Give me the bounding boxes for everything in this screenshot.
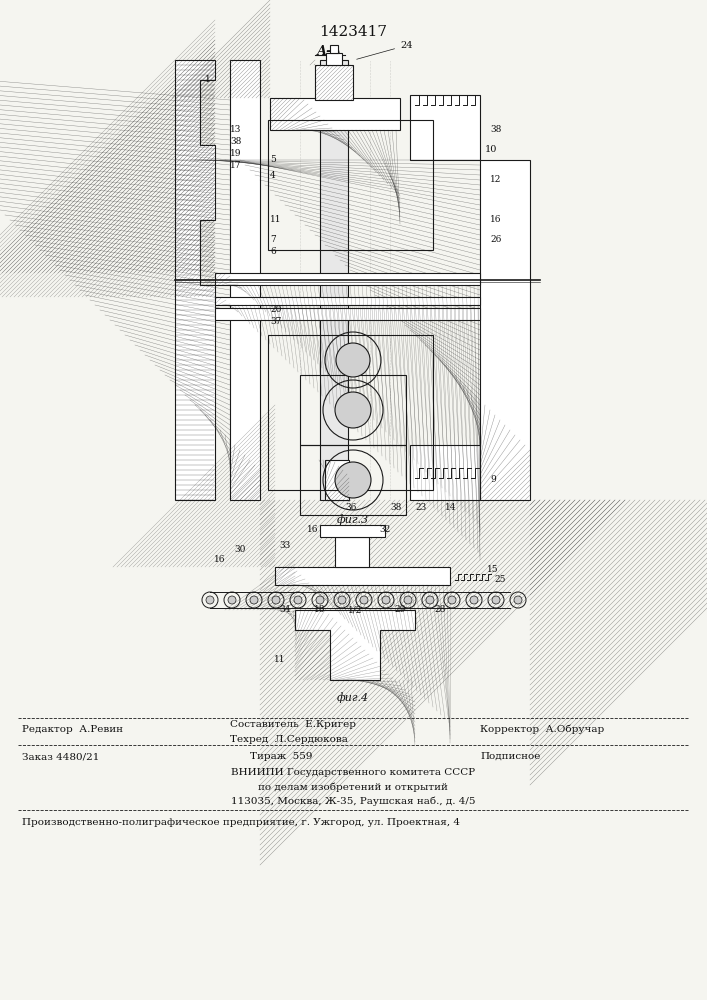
Circle shape: [294, 596, 302, 604]
Text: 11: 11: [270, 216, 281, 225]
Text: фиг.3: фиг.3: [337, 514, 369, 525]
Text: 15: 15: [487, 566, 499, 574]
Circle shape: [250, 596, 258, 604]
Text: 12: 12: [490, 176, 501, 184]
Text: Корректор  А.Обручар: Корректор А.Обручар: [480, 725, 604, 734]
Text: 38: 38: [490, 125, 501, 134]
Text: Составитель  Е.Кригер: Составитель Е.Кригер: [230, 720, 356, 729]
Circle shape: [360, 596, 368, 604]
Bar: [326, 53, 342, 65]
Text: 13: 13: [230, 125, 241, 134]
Circle shape: [426, 596, 434, 604]
Text: 4: 4: [270, 170, 276, 180]
Bar: [268, 335, 433, 490]
Bar: [270, 98, 400, 130]
Text: 28: 28: [434, 605, 445, 614]
Text: 33: 33: [279, 540, 291, 550]
Circle shape: [228, 596, 236, 604]
Text: 7: 7: [270, 235, 276, 244]
Text: фиг.4: фиг.4: [337, 692, 369, 703]
Polygon shape: [295, 610, 415, 680]
Text: 34: 34: [279, 605, 291, 614]
Text: 30: 30: [234, 546, 246, 554]
Text: 20: 20: [270, 306, 281, 314]
Bar: [275, 567, 450, 585]
Text: 9: 9: [490, 476, 496, 485]
Text: 36: 36: [345, 504, 356, 512]
Polygon shape: [230, 60, 260, 500]
Bar: [320, 60, 348, 500]
Text: 18: 18: [314, 605, 326, 614]
Polygon shape: [175, 60, 215, 500]
Text: 11: 11: [274, 656, 286, 664]
Text: 113035, Москва, Ж-35, Раушская наб., д. 4/5: 113035, Москва, Ж-35, Раушская наб., д. …: [230, 796, 475, 806]
Text: Производственно-полиграфическое предприятие, г. Ужгород, ул. Проектная, 4: Производственно-полиграфическое предприя…: [22, 818, 460, 827]
Text: 1: 1: [205, 76, 211, 85]
Bar: [330, 45, 338, 53]
Bar: [215, 273, 480, 285]
Text: по делам изобретений и открытий: по делам изобретений и открытий: [258, 782, 448, 792]
Bar: [315, 65, 353, 100]
Circle shape: [492, 596, 500, 604]
Polygon shape: [480, 160, 530, 500]
Circle shape: [316, 596, 324, 604]
Text: А-А: А-А: [317, 45, 343, 58]
Bar: [300, 445, 406, 515]
Text: 6: 6: [270, 247, 276, 256]
Circle shape: [206, 596, 214, 604]
Text: 5: 5: [270, 155, 276, 164]
Text: 38: 38: [230, 137, 241, 146]
Text: Техред  Л.Сердюкова: Техред Л.Сердюкова: [230, 735, 348, 744]
Circle shape: [448, 596, 456, 604]
Circle shape: [335, 462, 371, 498]
Circle shape: [382, 596, 390, 604]
Bar: [268, 120, 433, 250]
Bar: [215, 297, 480, 305]
Text: Подписное: Подписное: [480, 752, 540, 761]
Circle shape: [470, 596, 478, 604]
Bar: [320, 525, 385, 537]
Text: Тираж  559: Тираж 559: [250, 752, 312, 761]
Text: Редактор  А.Ревин: Редактор А.Ревин: [22, 725, 123, 734]
Text: 10: 10: [485, 145, 498, 154]
Bar: [410, 95, 480, 160]
Text: 1/2: 1/2: [348, 605, 362, 614]
Text: 19: 19: [230, 149, 242, 158]
Bar: [300, 375, 406, 445]
Bar: [215, 308, 480, 320]
Circle shape: [335, 392, 371, 428]
Text: 16: 16: [308, 526, 319, 534]
Text: 1423417: 1423417: [319, 25, 387, 39]
Text: 17: 17: [230, 161, 242, 170]
Text: Заказ 4480/21: Заказ 4480/21: [22, 752, 100, 761]
Circle shape: [514, 596, 522, 604]
Text: ВНИИПИ Государственного комитета СССР: ВНИИПИ Государственного комитета СССР: [231, 768, 475, 777]
Text: 38: 38: [390, 504, 402, 512]
Text: 1: 1: [350, 538, 356, 547]
Circle shape: [338, 596, 346, 604]
Text: 26: 26: [490, 235, 501, 244]
Circle shape: [272, 596, 280, 604]
Text: 24: 24: [356, 41, 412, 59]
Text: 14: 14: [445, 504, 457, 512]
Bar: [325, 460, 349, 500]
Bar: [410, 445, 480, 500]
Text: 25: 25: [494, 576, 506, 584]
Circle shape: [336, 343, 370, 377]
Circle shape: [404, 596, 412, 604]
Text: 37: 37: [270, 318, 281, 326]
Text: 32: 32: [380, 526, 391, 534]
Text: 23: 23: [415, 504, 426, 512]
Bar: [335, 537, 369, 567]
Text: 16: 16: [490, 216, 501, 225]
Text: 29: 29: [395, 605, 406, 614]
Text: 16: 16: [214, 556, 226, 564]
